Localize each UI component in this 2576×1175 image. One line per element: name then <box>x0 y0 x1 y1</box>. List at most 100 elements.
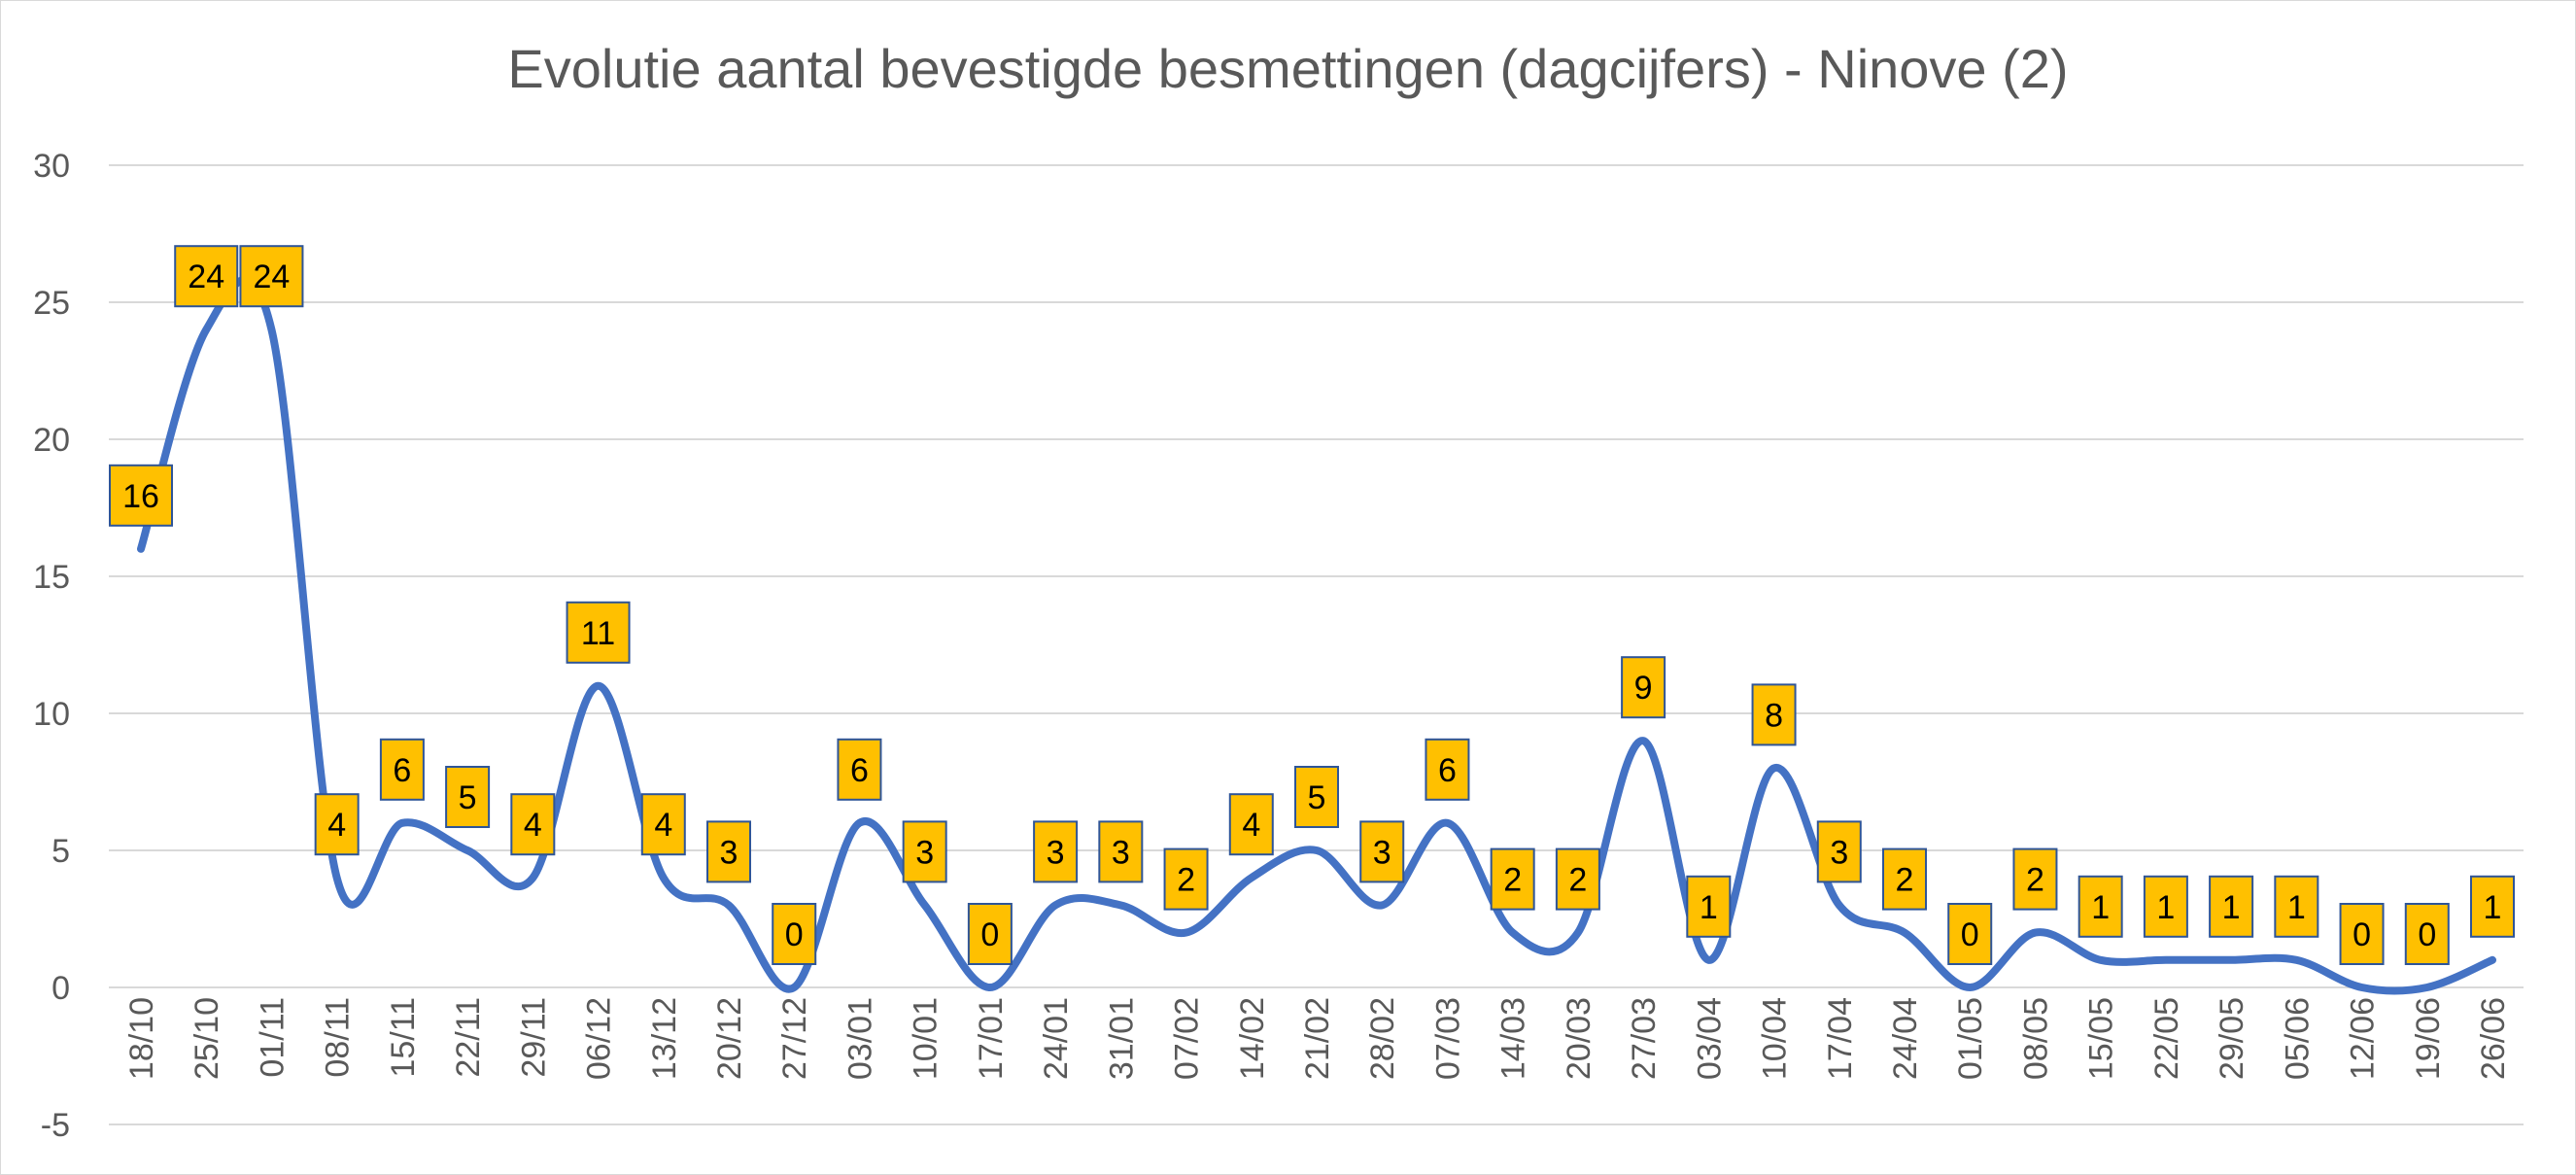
data-label: 24 <box>239 245 304 308</box>
data-label: 0 <box>772 903 817 965</box>
y-tick-label: 5 <box>52 833 70 870</box>
svg-text:1: 1 <box>2222 889 2241 926</box>
series-line <box>137 275 2496 995</box>
data-label: 0 <box>967 903 1013 965</box>
x-tick-label: 18/10 <box>123 997 160 1080</box>
data-label: 3 <box>1359 820 1405 883</box>
data-label: 4 <box>1228 793 1274 856</box>
svg-text:1: 1 <box>2156 889 2175 926</box>
data-label: 1 <box>2470 875 2515 938</box>
x-tick-label: 15/05 <box>2083 997 2120 1080</box>
x-tick-label: 03/01 <box>841 997 878 1080</box>
x-tick-label: 21/02 <box>1299 997 1336 1080</box>
x-tick-label: 29/05 <box>2214 997 2250 1080</box>
svg-text:4: 4 <box>524 807 542 844</box>
data-label: 6 <box>1425 738 1470 801</box>
data-label: 2 <box>1490 847 1535 911</box>
svg-text:9: 9 <box>1634 670 1653 707</box>
data-label: 24 <box>174 245 239 308</box>
svg-text:3: 3 <box>1112 834 1130 871</box>
x-tick-label: 17/01 <box>973 997 1010 1080</box>
x-tick-label: 01/05 <box>1952 997 1989 1080</box>
data-label: 3 <box>1098 820 1144 883</box>
y-tick-label: 10 <box>33 696 70 733</box>
y-tick-label: 15 <box>33 559 70 596</box>
svg-text:4: 4 <box>327 807 346 844</box>
chart-title: Evolutie aantal bevestigde besmettingen … <box>507 38 2069 99</box>
svg-text:3: 3 <box>1047 834 1065 871</box>
y-tick-label: -5 <box>41 1107 70 1144</box>
svg-text:4: 4 <box>1242 807 1260 844</box>
data-label: 11 <box>566 601 631 664</box>
svg-text:1: 1 <box>1700 889 1718 926</box>
x-tick-label: 22/05 <box>2148 997 2185 1080</box>
x-tick-label: 25/10 <box>189 997 225 1080</box>
x-tick-label: 07/02 <box>1169 997 1206 1080</box>
data-label: 1 <box>2078 875 2123 938</box>
svg-text:0: 0 <box>785 916 804 953</box>
svg-text:2: 2 <box>1503 862 1522 899</box>
x-tick-label: 06/12 <box>581 997 618 1080</box>
data-label: 4 <box>314 793 360 856</box>
data-label: 1 <box>1686 875 1732 938</box>
svg-text:6: 6 <box>1438 752 1457 789</box>
svg-text:0: 0 <box>1961 916 1979 953</box>
x-tick-label: 17/04 <box>1822 997 1859 1080</box>
svg-text:6: 6 <box>850 752 869 789</box>
x-tick-label: 22/11 <box>450 997 487 1078</box>
data-label: 2 <box>2012 847 2058 911</box>
svg-text:16: 16 <box>122 478 159 515</box>
x-tick-label: 24/04 <box>1887 997 1924 1080</box>
x-tick-label: 01/11 <box>254 997 291 1078</box>
x-tick-label: 13/12 <box>646 997 683 1080</box>
svg-text:4: 4 <box>654 807 672 844</box>
data-label: 2 <box>1555 847 1600 911</box>
data-label: 16 <box>109 464 173 527</box>
y-tick-label: 0 <box>52 970 70 1007</box>
data-label: 5 <box>1294 766 1339 828</box>
y-tick-label: 30 <box>33 148 70 185</box>
data-label: 1 <box>2274 875 2319 938</box>
data-label: 6 <box>837 738 882 801</box>
x-tick-label: 27/03 <box>1626 997 1663 1080</box>
x-tick-label: 15/11 <box>385 997 422 1078</box>
x-tick-label: 20/03 <box>1561 997 1597 1080</box>
svg-text:0: 0 <box>980 916 999 953</box>
svg-text:0: 0 <box>2418 916 2436 953</box>
data-label: 0 <box>2339 903 2385 965</box>
x-tick-label: 10/04 <box>1757 997 1794 1080</box>
x-tick-label: 07/03 <box>1429 997 1466 1080</box>
data-label: 4 <box>640 793 686 856</box>
x-tick-label: 08/11 <box>320 997 357 1078</box>
x-tick-label: 31/01 <box>1103 997 1140 1080</box>
x-tick-label: 29/11 <box>515 997 552 1078</box>
x-tick-label: 12/06 <box>2345 997 2382 1080</box>
svg-text:3: 3 <box>1830 834 1848 871</box>
x-tick-label: 14/03 <box>1495 997 1532 1080</box>
svg-text:2: 2 <box>1896 862 1914 899</box>
svg-text:5: 5 <box>459 779 477 816</box>
y-tick-label: 20 <box>33 422 70 459</box>
data-label: 3 <box>902 820 947 883</box>
data-label: 0 <box>1947 903 1993 965</box>
svg-text:5: 5 <box>1308 779 1326 816</box>
x-tick-label: 08/05 <box>2017 997 2054 1080</box>
svg-text:3: 3 <box>720 834 738 871</box>
svg-text:2: 2 <box>1177 862 1195 899</box>
x-tick-label: 14/02 <box>1234 997 1271 1080</box>
svg-text:2: 2 <box>2026 862 2044 899</box>
x-tick-label: 24/01 <box>1038 997 1075 1080</box>
svg-text:2: 2 <box>1568 862 1587 899</box>
data-label: 3 <box>706 820 751 883</box>
svg-text:11: 11 <box>581 615 615 652</box>
data-label: 8 <box>1751 683 1797 746</box>
x-tick-label: 27/12 <box>776 997 813 1080</box>
data-label: 6 <box>379 738 425 801</box>
x-tick-label: 10/01 <box>908 997 945 1080</box>
svg-text:6: 6 <box>393 752 411 789</box>
data-label: 5 <box>445 766 491 828</box>
data-label: 3 <box>1033 820 1079 883</box>
svg-text:0: 0 <box>2353 916 2371 953</box>
